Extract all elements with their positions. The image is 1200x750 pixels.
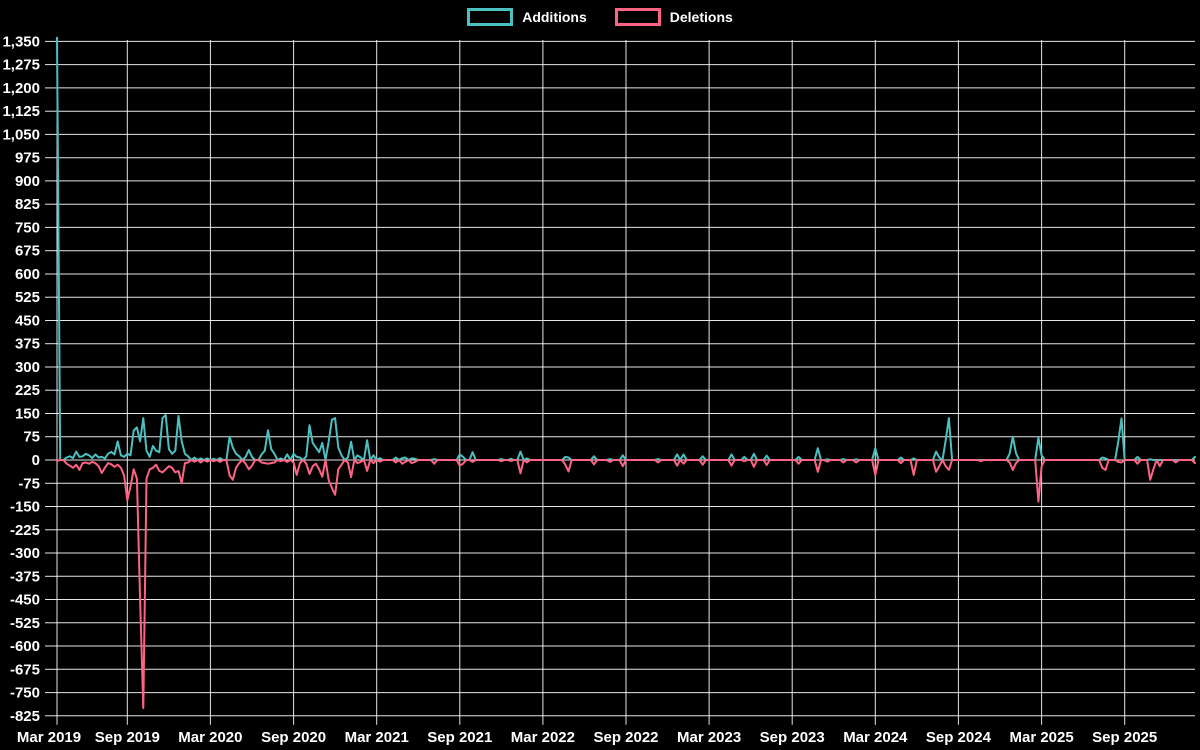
y-tick-label: 900	[15, 173, 40, 190]
y-tick-label: -75	[18, 475, 40, 492]
x-tick-label: Mar 2023	[677, 729, 741, 746]
x-tick-label: Mar 2021	[345, 729, 409, 746]
y-tick-label: -450	[10, 592, 40, 609]
y-tick-label: -825	[10, 708, 40, 725]
y-tick-label: 1,125	[2, 103, 40, 120]
x-tick-label: Sep 2025	[1092, 729, 1157, 746]
y-tick-label: 1,275	[2, 57, 40, 74]
y-tick-label: -750	[10, 685, 40, 702]
y-tick-label: 75	[23, 429, 40, 446]
additions-swatch-icon	[467, 8, 514, 26]
y-tick-label: 225	[15, 382, 40, 399]
x-tick-label: Sep 2024	[926, 729, 992, 746]
y-tick-label: 450	[15, 313, 40, 330]
y-tick-label: 0	[32, 452, 40, 469]
y-tick-label: 675	[15, 243, 40, 260]
y-tick-label: -375	[10, 568, 40, 585]
y-tick-label: -525	[10, 615, 40, 632]
y-tick-label: 825	[15, 196, 40, 213]
x-tick-label: Sep 2019	[95, 729, 160, 746]
x-tick-label: Sep 2022	[593, 729, 658, 746]
y-tick-label: 1,200	[2, 80, 40, 97]
x-tick-label: Mar 2019	[17, 729, 81, 746]
y-tick-label: 600	[15, 266, 40, 283]
chart-legend: Additions Deletions	[0, 8, 1200, 26]
y-tick-label: -225	[10, 522, 40, 539]
x-tick-label: Sep 2023	[760, 729, 825, 746]
x-tick-label: Sep 2021	[427, 729, 492, 746]
y-tick-label: 525	[15, 289, 40, 306]
y-tick-label: 375	[15, 336, 40, 353]
y-tick-label: 975	[15, 150, 40, 167]
y-tick-label: 750	[15, 219, 40, 236]
y-tick-label: 150	[15, 406, 40, 423]
x-tick-label: Mar 2022	[511, 729, 575, 746]
x-tick-label: Mar 2025	[1009, 729, 1073, 746]
legend-item-deletions[interactable]: Deletions	[614, 8, 733, 26]
y-tick-label: 1,050	[2, 126, 40, 143]
y-tick-label: -600	[10, 638, 40, 655]
x-tick-label: Mar 2020	[178, 729, 242, 746]
y-tick-label: -150	[10, 499, 40, 516]
x-tick-label: Mar 2024	[843, 729, 908, 746]
legend-item-additions[interactable]: Additions	[467, 8, 587, 26]
series-line-deletions	[56, 459, 1196, 710]
y-tick-label: 1,350	[2, 33, 40, 50]
x-tick-label: Sep 2020	[261, 729, 326, 746]
legend-label-additions: Additions	[522, 9, 587, 25]
y-tick-label: -675	[10, 661, 40, 678]
deletions-swatch-icon	[614, 8, 661, 26]
y-tick-label: -300	[10, 545, 40, 562]
y-tick-label: 300	[15, 359, 40, 376]
legend-label-deletions: Deletions	[669, 9, 733, 25]
